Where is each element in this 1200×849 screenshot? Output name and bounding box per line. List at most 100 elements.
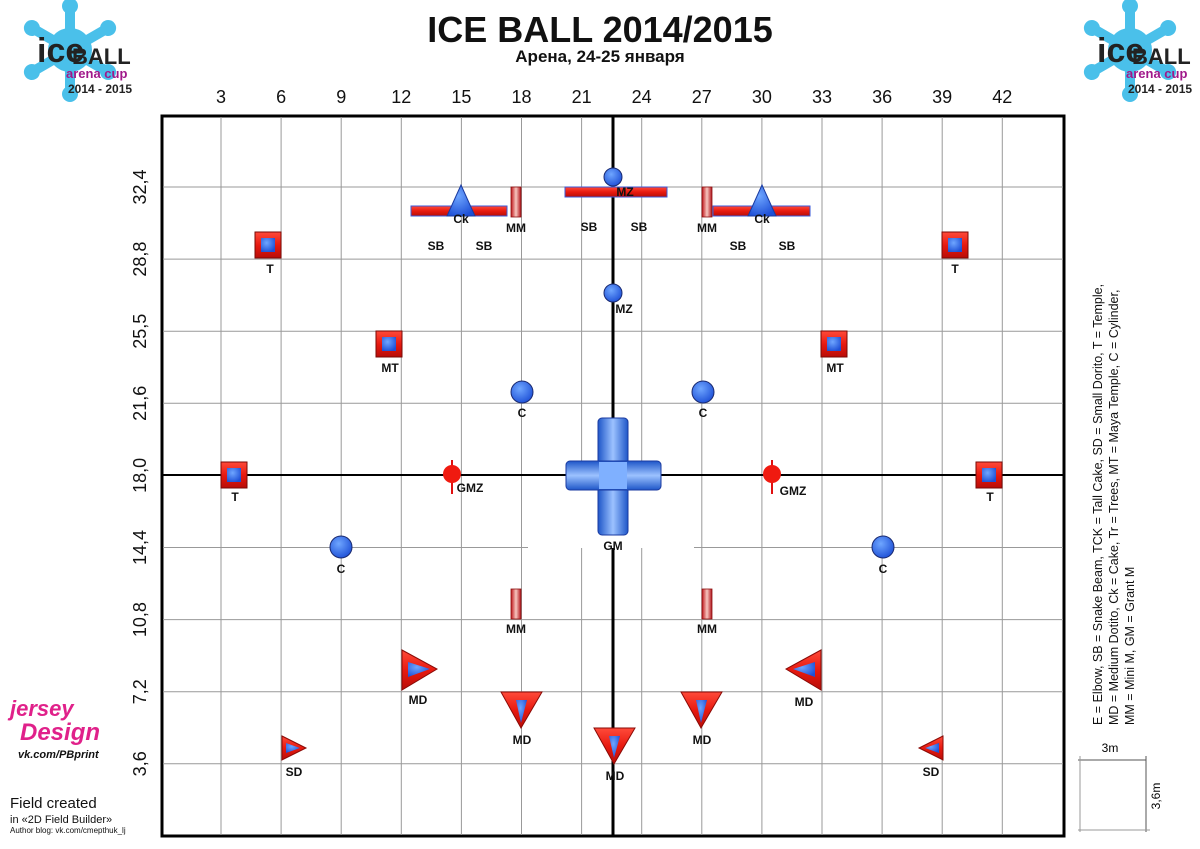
obstacle-label: MZ — [615, 302, 632, 316]
obstacle-label: T — [231, 490, 239, 504]
obstacle-label: MM — [697, 221, 717, 235]
obstacle-label: Ck — [754, 212, 770, 226]
snowflake-tip — [100, 64, 117, 80]
obstacle-label: MT — [826, 361, 844, 375]
logo-ball: BALL — [1132, 44, 1191, 69]
column-label: 9 — [336, 87, 346, 107]
cylinder — [871, 535, 895, 559]
snake-beam — [564, 186, 668, 198]
snowflake-tip — [1122, 86, 1138, 102]
legend: E = Elbow, SB = Snake Beam, TCK = Tall C… — [1091, 284, 1137, 725]
obstacle-label: MT — [381, 361, 399, 375]
obstacle-label: MZ — [616, 185, 633, 199]
scale-height: 3,6m — [1149, 783, 1163, 810]
obstacle-label: MM — [506, 622, 526, 636]
logo-ball: BALL — [72, 44, 131, 69]
column-label: 36 — [872, 87, 892, 107]
brand: Design — [20, 719, 100, 746]
row-label: 18,0 — [130, 458, 150, 493]
obstacles — [220, 167, 1003, 766]
link: vk.com/PBprint — [18, 749, 100, 761]
temple-core — [382, 337, 396, 351]
column-label: 24 — [632, 87, 652, 107]
dorito-core — [408, 662, 430, 677]
dorito-core — [925, 743, 939, 753]
obstacle-label: SB — [428, 239, 445, 253]
scale: 3m 3,6m — [1078, 741, 1163, 832]
snowflake-core — [48, 28, 92, 72]
cylinder — [603, 167, 623, 187]
snowflake-arm — [1125, 50, 1135, 98]
logo-ice: ice — [1097, 32, 1144, 70]
cake — [747, 183, 777, 217]
column-label: 27 — [692, 87, 712, 107]
cylinder — [510, 380, 534, 404]
mini-m — [701, 186, 713, 218]
snowflake-arm — [65, 50, 75, 98]
obstacle-label: MD — [606, 769, 625, 783]
snowflake-arm — [1125, 2, 1135, 50]
cylinder — [329, 535, 353, 559]
column-label: 39 — [932, 87, 952, 107]
subtitle: Арена, 24-25 января — [515, 47, 684, 66]
obstacle-label: C — [879, 562, 888, 576]
column-label: 12 — [391, 87, 411, 107]
logo-years: 2014 - 2015 — [1128, 82, 1192, 96]
row-label: 7,2 — [130, 679, 150, 704]
temple-core — [827, 337, 841, 351]
row-label: 32,4 — [130, 169, 150, 204]
row-label: 25,5 — [130, 314, 150, 349]
legend-line: MD = Medium Dotito, Ck = Cake, Tr = Tree… — [1107, 290, 1121, 725]
obstacle-label: SD — [286, 765, 303, 779]
obstacle-label: MD — [693, 733, 712, 747]
obstacle-label: T — [951, 262, 959, 276]
row-label: 10,8 — [130, 602, 150, 637]
obstacle-label: SB — [730, 239, 747, 253]
credit-line: Author blog: vk.com/cmepthuk_lj — [10, 826, 126, 835]
temple-core — [227, 468, 241, 482]
dorito-core — [609, 736, 620, 758]
obstacle-label: MD — [409, 693, 428, 707]
obstacle-label: C — [699, 406, 708, 420]
snowflake-tip — [23, 20, 40, 37]
title: ICE BALL 2014/2015 — [427, 9, 773, 50]
obstacle-label: T — [986, 490, 994, 504]
column-label: 42 — [992, 87, 1012, 107]
obstacle-label: SB — [476, 239, 493, 253]
gmz — [763, 465, 781, 483]
credits: jersey Design vk.com/PBprint Field creat… — [7, 696, 126, 835]
obstacle-label: SB — [779, 239, 796, 253]
obstacle-label: C — [518, 406, 527, 420]
obstacle-label: MD — [795, 695, 814, 709]
dorito-core — [793, 662, 815, 677]
logo-event: arena cup — [1126, 66, 1187, 81]
obstacle-label: SB — [581, 220, 598, 234]
obstacle-label: MD — [513, 733, 532, 747]
snowflake-tip — [1083, 64, 1100, 81]
snowflake-tip — [62, 0, 78, 14]
credit-line: in «2D Field Builder» — [10, 814, 112, 826]
snowflake-tip — [1122, 0, 1138, 14]
column-label: 21 — [572, 87, 592, 107]
obstacle-label: GMZ — [780, 484, 807, 498]
obstacle-label: T — [266, 262, 274, 276]
cylinder — [691, 380, 715, 404]
snowflake-tip — [62, 86, 78, 102]
legend-line: E = Elbow, SB = Snake Beam, TCK = Tall C… — [1091, 284, 1105, 725]
column-label: 18 — [511, 87, 531, 107]
column-label: 15 — [451, 87, 471, 107]
grand-m — [599, 462, 627, 489]
credit-line: Field created — [10, 795, 97, 812]
obstacle-label: C — [337, 562, 346, 576]
obstacle-label: SD — [923, 765, 940, 779]
row-label: 3,6 — [130, 751, 150, 776]
brand: jersey — [7, 696, 75, 721]
temple-core — [982, 468, 996, 482]
obstacle-label: MM — [506, 221, 526, 235]
temple-core — [261, 238, 275, 252]
cylinder — [603, 283, 623, 303]
snowflake-tip — [23, 63, 40, 80]
obstacle-label: Ck — [453, 212, 469, 226]
